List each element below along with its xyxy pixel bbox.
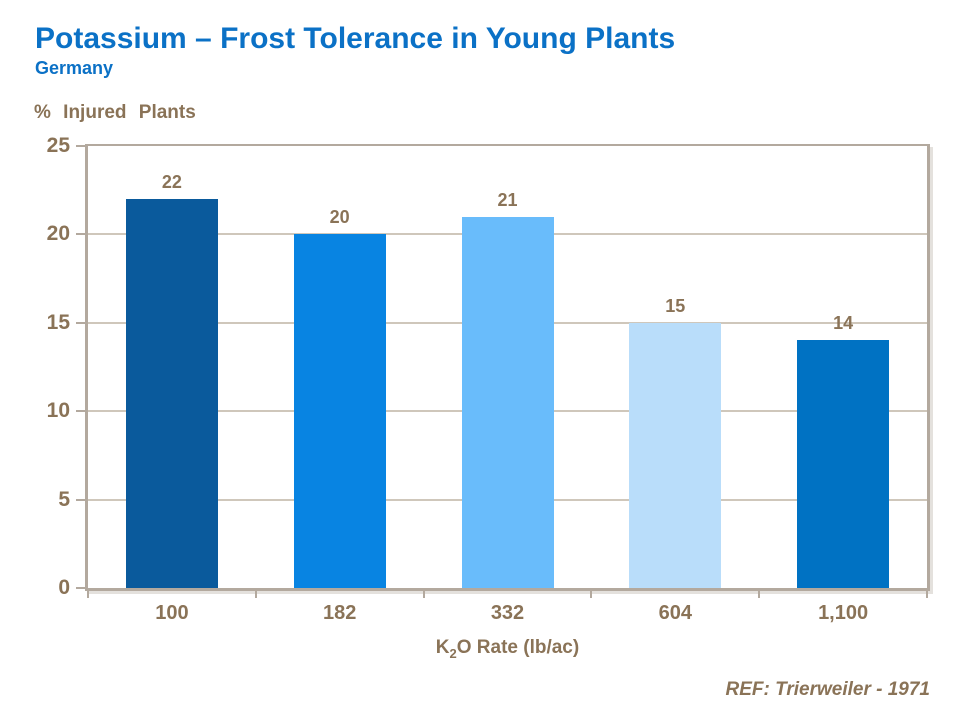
y-tick-mark — [76, 410, 85, 413]
y-tick-mark — [76, 321, 85, 324]
y-tick-label: 0 — [58, 576, 70, 599]
y-tick-label: 5 — [58, 487, 70, 511]
y-tick-label: 25 — [46, 134, 70, 157]
page-subtitle: Germany — [35, 58, 114, 78]
y-tick-label: 15 — [46, 310, 70, 334]
bar — [797, 340, 890, 588]
bar-value-label: 20 — [329, 207, 350, 228]
x-category-label: 100 — [155, 602, 189, 624]
plot-area — [85, 144, 930, 591]
x-axis-title: K2O Rate (lb/ac) — [88, 637, 927, 661]
bar-value-label: 15 — [665, 295, 686, 316]
x-category-label: 1,100 — [818, 602, 869, 624]
page-title: Potassium – Frost Tolerance in Young Pla… — [35, 22, 676, 55]
x-tick-mark — [422, 591, 425, 598]
y-tick-mark — [76, 587, 85, 589]
bar — [629, 322, 722, 588]
reference-citation: REF: Trierweiler - 1971 — [725, 679, 930, 700]
x-tick-mark — [926, 591, 928, 598]
y-tick-label: 10 — [46, 399, 70, 423]
bar — [293, 234, 386, 588]
bar-value-label: 22 — [161, 172, 182, 193]
bar-value-label: 14 — [833, 313, 854, 334]
x-category-label: 332 — [490, 602, 525, 624]
y-tick-mark — [76, 233, 85, 236]
x-tick-mark — [590, 591, 593, 598]
x-tick-mark — [87, 591, 89, 598]
x-category-label: 604 — [658, 602, 692, 624]
y-tick-mark — [76, 498, 85, 501]
x-axis-title-sub: 2 — [449, 645, 457, 661]
x-category-label: 182 — [323, 602, 357, 624]
bar-value-label: 21 — [497, 189, 518, 210]
x-tick-mark — [254, 591, 257, 598]
x-axis-title-base: K — [435, 637, 450, 658]
y-axis-title: % Injured Plants — [34, 102, 196, 123]
y-tick-mark — [76, 145, 85, 147]
bar — [461, 216, 554, 588]
x-axis-title-rest: O Rate (lb/ac) — [456, 637, 580, 658]
bar — [125, 199, 218, 588]
y-tick-label: 20 — [46, 222, 70, 246]
x-tick-mark — [758, 591, 761, 598]
